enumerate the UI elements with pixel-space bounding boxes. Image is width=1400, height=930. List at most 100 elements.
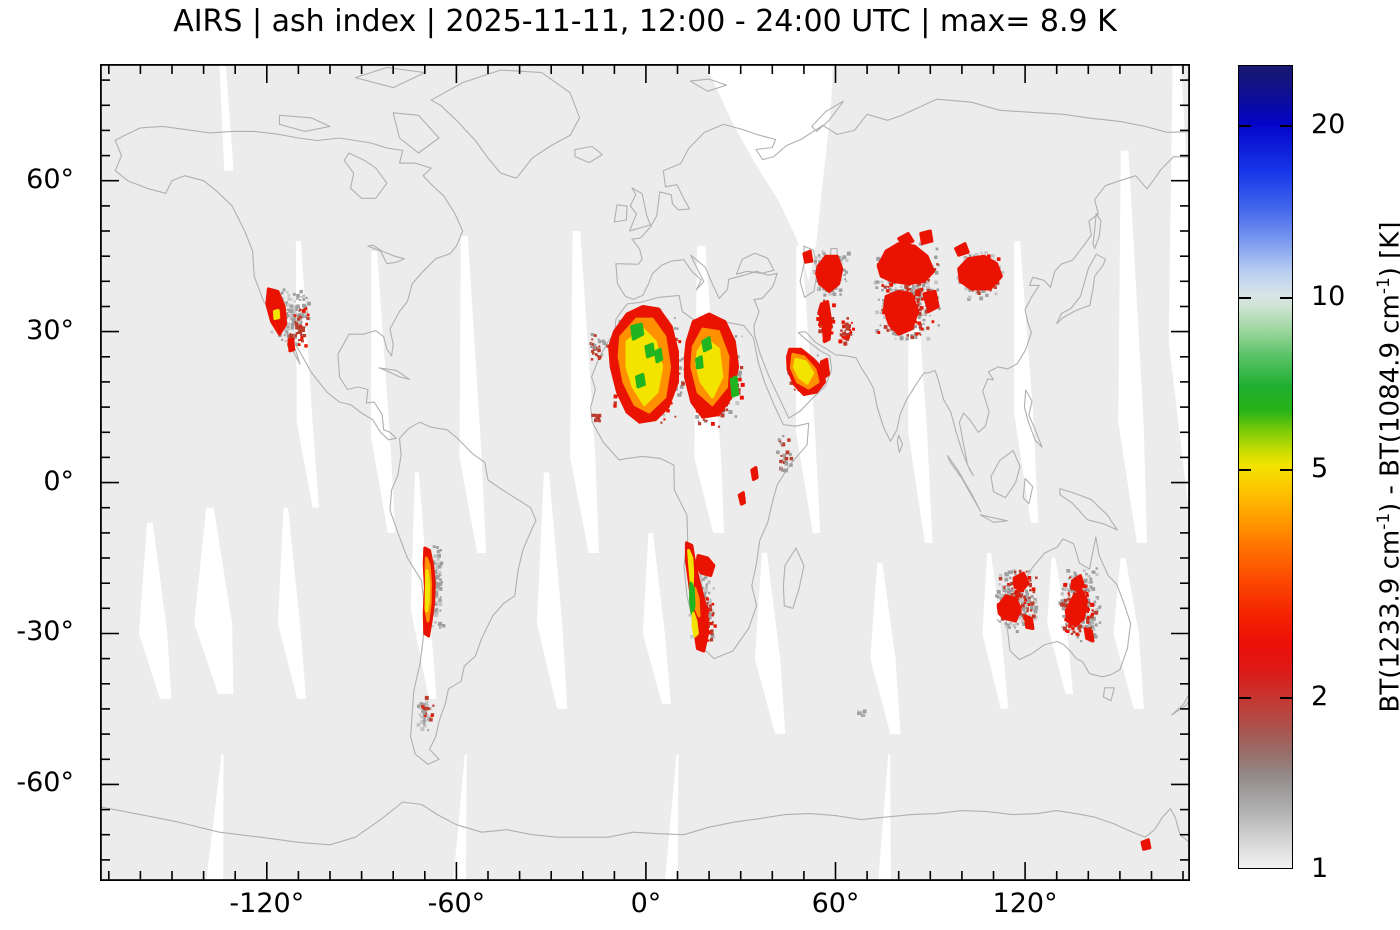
ash-speckle [303,326,306,328]
ash-speckle [1074,573,1077,576]
ash-speckle [305,315,308,319]
gap-s4 [410,472,437,699]
coastline-sumatra [946,454,982,513]
ash-speckle [862,709,867,714]
ash-layer-green [701,336,713,353]
ash-speckle [915,289,919,293]
ash-speckle [593,346,597,350]
ash-layer-green [653,347,664,364]
ash-speckle [1027,576,1031,580]
ash-speckle [436,607,439,610]
ash-speckle [821,250,825,254]
ash-speckle [737,372,742,377]
x-tick-label: 0° [630,888,662,919]
gap-s2 [194,507,234,694]
ash-speckle [1089,614,1094,619]
colorbar-label-seg3: ) [K] [1375,221,1400,278]
ash-speckle [880,280,884,284]
colorbar-tick-label: 10 [1311,281,1346,313]
ash-speckle [302,303,306,308]
ash-layer-yellow [792,357,815,385]
ash-region-central-asia-west [802,249,851,344]
ash-speckle [1095,573,1099,577]
ash-speckle [1098,605,1102,609]
ash-speckle [1010,581,1014,586]
ash-speckle [1073,571,1077,575]
ash-speckle [1025,603,1028,607]
ash-speckle [1072,592,1075,595]
ash-speckle [1070,591,1072,594]
coastline-north-america [114,125,464,441]
ash-speckle [1033,598,1037,602]
ash-speckle [741,335,743,338]
ash-speckle [704,591,707,594]
ash-speckle [435,582,439,586]
ash-speckle [823,299,825,302]
colorbar-label-seg1: BT(1233.9 cm [1375,529,1400,713]
ash-speckle [435,609,437,612]
ash-speckle [779,467,783,470]
ash-speckle [911,284,915,288]
ash-speckle [287,294,291,297]
ash-speckle [432,704,435,707]
ash-speckle [910,334,913,337]
ash-speckle [917,281,922,286]
ash-speckle [782,460,786,464]
ash-speckle [776,450,780,455]
ash-speckle [294,317,297,320]
ash-speckle [434,613,438,617]
ash-speckle [1086,594,1089,597]
coastline-victoria-island [278,114,331,132]
gap-n1 [295,241,319,508]
ash-speckle [734,415,738,418]
ash-speckle [816,287,820,290]
ash-speckle [1062,626,1067,631]
ash-speckle [1064,618,1068,622]
ash-speckle [286,322,291,327]
gap-n3 [459,236,487,553]
ash-speckle [965,256,968,259]
ash-speckle [917,321,922,326]
ash-speckle [707,591,711,595]
ash-speckle [425,702,428,705]
ash-speckle [783,457,786,460]
ash-speckle [301,314,305,319]
ash-layer-red [817,300,833,344]
ash-speckle [674,337,678,342]
ash-speckle [981,289,986,293]
ash-speckle [849,330,852,333]
ash-speckle [1001,271,1005,275]
ash-speckle [884,285,887,289]
ash-speckle [1061,587,1065,591]
ash-speckle [1014,593,1019,598]
ash-speckle [1031,587,1036,591]
ash-speckle [839,333,843,337]
ash-region-sahara-west [589,305,688,424]
ash-speckle [1028,570,1031,572]
colorbar-tick [1239,696,1251,699]
ash-speckle [438,602,443,607]
ash-speckle [1015,596,1019,600]
ash-speckle [899,285,903,288]
ash-speckle [1026,608,1029,611]
ash-speckle [590,346,593,349]
coastline-madagascar [782,547,805,609]
ash-speckle [591,343,594,346]
ash-layer-red [1064,589,1089,628]
ash-speckle [720,411,724,414]
coastline-java [979,514,1008,523]
ash-speckle [439,609,442,612]
ash-speckle [840,329,843,332]
ash-speckle [781,468,785,473]
ash-layer-green [729,375,740,398]
ash-speckle [818,320,823,325]
ash-speckle [889,282,894,287]
ash-speckle [698,422,702,426]
ash-speckle [1064,603,1069,608]
ash-speckle [936,288,940,292]
ash-speckle [917,293,921,297]
ash-speckle [937,324,940,327]
ash-speckle [291,310,296,315]
ash-speckle [1020,596,1023,599]
coastline-iceland [574,145,603,164]
